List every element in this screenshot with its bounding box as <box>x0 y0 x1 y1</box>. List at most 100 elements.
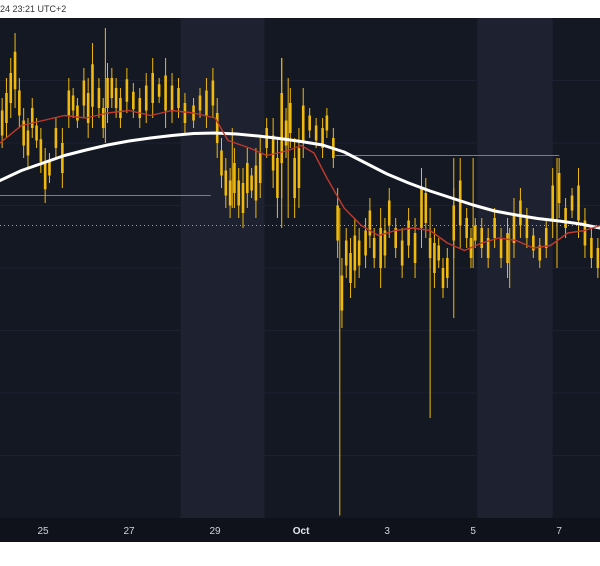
price-bar <box>26 130 30 156</box>
price-bar <box>493 218 496 238</box>
price-bar <box>297 148 301 188</box>
price-bar <box>177 88 180 108</box>
price-bar <box>407 220 410 246</box>
price-bar <box>519 200 522 226</box>
price-bar <box>353 235 357 271</box>
price-bar <box>413 233 417 263</box>
price-bar <box>583 220 587 246</box>
price-bar <box>170 85 174 111</box>
price-bar <box>5 93 8 123</box>
price-bars <box>0 28 600 516</box>
price-bar <box>220 150 223 176</box>
price-bar <box>164 75 167 111</box>
level-lines <box>0 155 600 226</box>
x-tick-label: 5 <box>470 526 476 537</box>
price-bar <box>321 128 324 148</box>
price-bar <box>250 175 253 191</box>
price-bar <box>424 193 428 223</box>
price-bar <box>132 91 135 110</box>
price-bar <box>379 228 382 268</box>
x-tick-label: 25 <box>37 526 49 537</box>
price-bar <box>237 180 241 206</box>
bottom-strip <box>0 542 600 566</box>
price-bar <box>441 268 445 288</box>
price-bar <box>486 238 490 258</box>
price-bar <box>473 225 477 241</box>
price-bar <box>119 98 122 118</box>
price-bar <box>458 180 462 226</box>
price-bar <box>97 88 101 108</box>
price-bar <box>151 73 154 103</box>
price-bar <box>13 51 17 90</box>
price-bar <box>258 153 262 183</box>
x-tick-label: Oct <box>293 526 310 537</box>
fast-moving-average-line <box>0 109 600 252</box>
price-bar <box>544 228 548 248</box>
price-bar <box>67 90 71 116</box>
price-bar <box>101 108 105 128</box>
price-bar <box>86 93 90 123</box>
price-bar <box>372 238 376 258</box>
price-bar <box>383 230 387 256</box>
price-bar <box>125 79 129 102</box>
price-bar <box>570 195 574 211</box>
price-bar <box>211 80 215 106</box>
price-bar <box>183 103 187 123</box>
price-bar <box>325 115 329 131</box>
price-bar <box>157 84 161 97</box>
price-bar <box>557 173 561 203</box>
price-bar <box>590 238 593 258</box>
price-bar <box>271 135 275 171</box>
price-bar <box>205 90 208 116</box>
x-tick-label: 3 <box>384 526 390 537</box>
price-bar <box>254 165 258 201</box>
price-bar <box>289 103 292 133</box>
price-bar <box>22 120 25 146</box>
price-bar <box>437 245 441 261</box>
price-bar <box>0 110 4 136</box>
price-bar <box>465 218 468 238</box>
price-bar <box>43 161 47 190</box>
price-bar <box>30 108 34 128</box>
price-bar <box>538 245 542 261</box>
price-bar <box>446 258 449 278</box>
price-bar <box>224 170 228 196</box>
price-bar <box>9 73 13 103</box>
price-chart[interactable]: 25 27 29 Oct 3 5 7 <box>0 18 600 542</box>
price-bar <box>276 158 279 198</box>
price-bar <box>344 240 348 266</box>
x-tick-label: 29 <box>209 526 221 537</box>
price-bar <box>284 120 288 146</box>
price-bar <box>228 180 232 206</box>
price-bar <box>39 139 43 162</box>
price-bar <box>293 158 296 198</box>
price-bar <box>110 78 114 98</box>
price-bar <box>76 105 79 121</box>
price-bar <box>525 218 529 238</box>
price-bar <box>301 105 305 141</box>
price-bar <box>18 90 21 116</box>
price-bar <box>82 80 86 106</box>
price-bar <box>551 185 554 221</box>
price-bar <box>336 205 339 241</box>
price-bar <box>340 275 344 311</box>
price-bar <box>577 185 580 221</box>
price-bar <box>114 88 118 108</box>
price-bar <box>35 125 38 141</box>
moving-average-lines <box>0 109 600 252</box>
x-axis-background <box>0 518 600 542</box>
price-bar <box>394 228 397 248</box>
price-bar <box>233 163 236 193</box>
price-bar <box>349 253 352 283</box>
price-bar <box>106 78 109 108</box>
price-bar <box>241 183 245 213</box>
timestamp-label: 24 23:21 UTC+2 <box>0 4 67 14</box>
price-bar <box>596 248 600 268</box>
price-bar <box>198 95 202 111</box>
price-bar <box>480 228 484 248</box>
price-bar <box>364 230 367 256</box>
price-bar <box>215 113 219 143</box>
price-bar <box>308 115 311 131</box>
price-bar <box>314 125 318 141</box>
